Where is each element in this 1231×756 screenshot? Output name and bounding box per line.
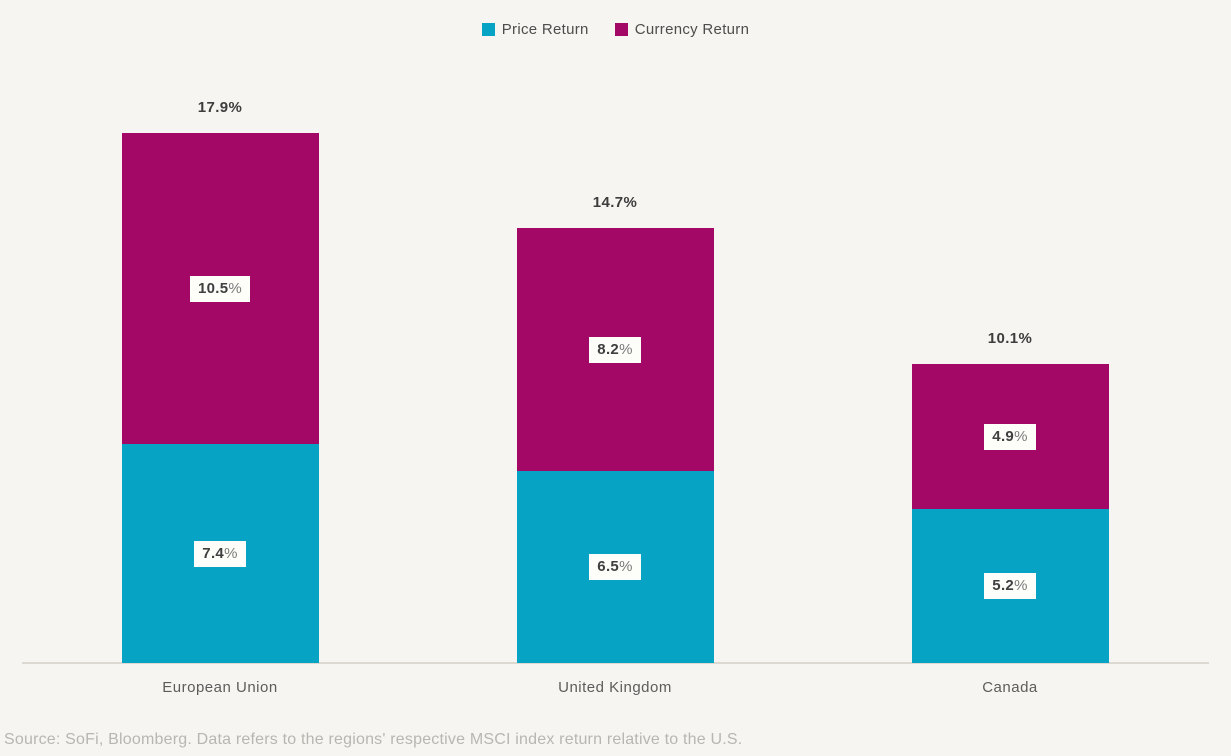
percent-sign: % xyxy=(228,279,243,297)
segment-value-label: 5.2% xyxy=(984,573,1036,599)
currency-return-segment-canada: 4.9% xyxy=(911,364,1109,509)
price-return-swatch-icon xyxy=(481,23,495,36)
category-label-canada: Canada xyxy=(982,679,1038,696)
total-value-label-canada: 10.1% xyxy=(987,330,1033,347)
category-label-european-union: European Union xyxy=(162,679,278,696)
segment-value-number: 6.5 xyxy=(597,558,620,575)
total-value-label-united-kingdom: 14.7% xyxy=(592,194,638,211)
legend-label-price-return: Price Return xyxy=(501,21,589,38)
source-note: Source: SoFi, Bloomberg. Data refers to … xyxy=(4,731,743,748)
segment-value-number: 5.2 xyxy=(992,577,1015,594)
price-return-segment-united-kingdom: 6.5% xyxy=(516,471,714,663)
percent-sign: % xyxy=(619,558,633,575)
segment-value-label: 10.5% xyxy=(189,275,251,302)
percent-sign: % xyxy=(1014,577,1028,594)
legend-label-currency-return: Currency Return xyxy=(634,21,750,38)
currency-return-swatch-icon xyxy=(614,23,628,36)
percent-sign: % xyxy=(224,544,238,562)
x-axis-baseline xyxy=(22,662,1209,664)
segment-value-label: 6.5% xyxy=(589,554,641,580)
segment-value-number: 4.9 xyxy=(992,427,1015,445)
segment-value-number: 7.4 xyxy=(202,544,225,562)
segment-value-label: 8.2% xyxy=(589,336,641,363)
percent-sign: % xyxy=(1014,427,1028,445)
total-value-label-european-union: 17.9% xyxy=(197,99,243,116)
segment-value-label: 4.9% xyxy=(984,423,1036,450)
legend-item-currency-return: Currency Return xyxy=(614,21,750,38)
currency-return-segment-european-union: 10.5% xyxy=(121,133,319,444)
chart-legend: Price Return Currency Return xyxy=(0,21,1231,38)
legend-item-price-return: Price Return xyxy=(481,21,589,38)
price-return-segment-canada: 5.2% xyxy=(911,509,1109,663)
currency-return-segment-united-kingdom: 8.2% xyxy=(516,228,714,471)
category-label-united-kingdom: United Kingdom xyxy=(558,679,672,696)
price-return-segment-european-union: 7.4% xyxy=(121,444,319,663)
segment-value-label: 7.4% xyxy=(194,540,246,567)
segment-value-number: 10.5 xyxy=(197,279,229,297)
percent-sign: % xyxy=(619,340,633,358)
segment-value-number: 8.2 xyxy=(597,340,620,358)
